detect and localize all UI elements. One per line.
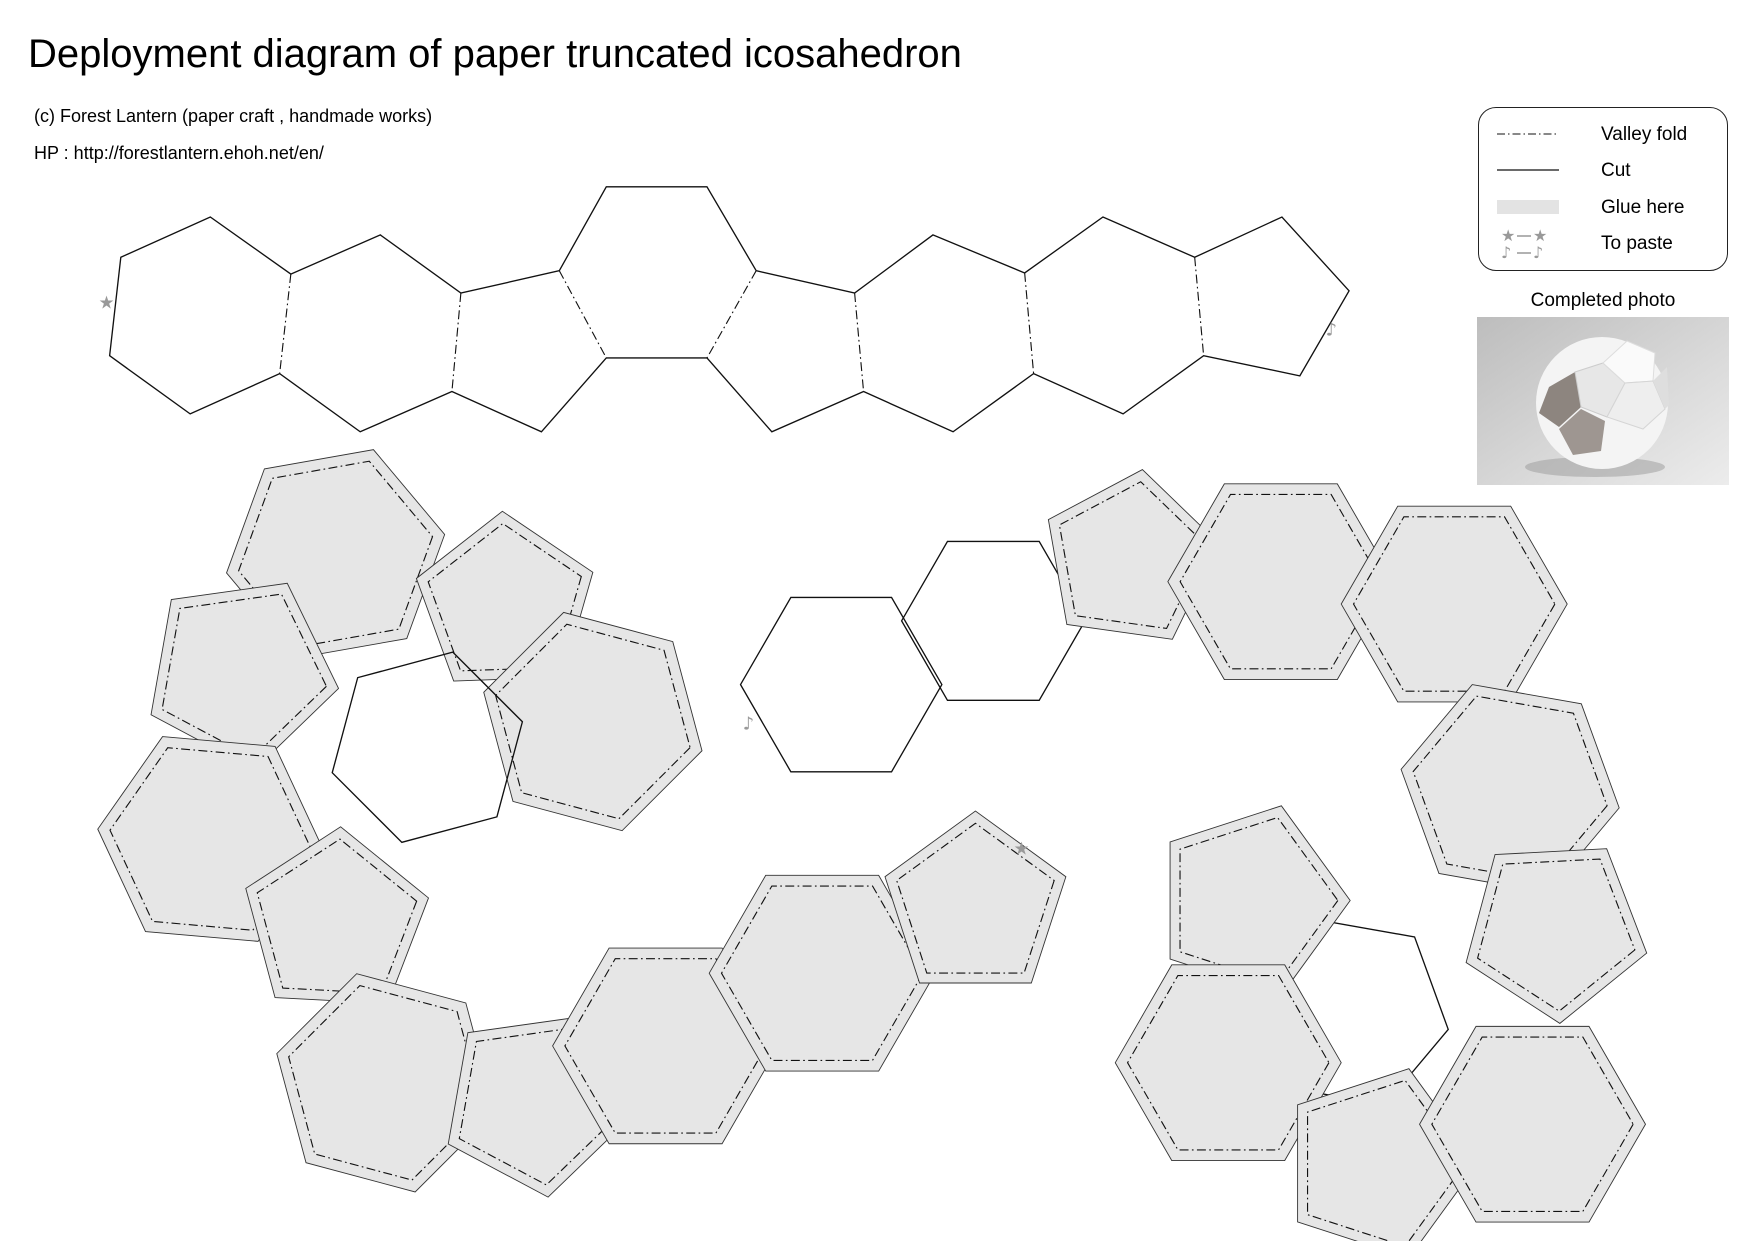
net-face-22 — [1306, 1079, 1467, 1241]
valley-fold-sample — [1497, 133, 1559, 135]
glue-tab-21 — [1114, 964, 1342, 1161]
paste-symbols-sample: ★ ★ ♪ ♪ — [1501, 227, 1547, 261]
legend-paste-label: To paste — [1601, 233, 1673, 254]
glue-tab-18 — [1465, 848, 1648, 1024]
star-icon: ★ — [1501, 227, 1515, 245]
top-strip-fold-3 — [706, 270, 757, 359]
copyright-text: (c) Forest Lantern (paper craft , handma… — [34, 106, 433, 126]
net-face-21 — [1126, 974, 1330, 1151]
net-group: ★♪★♪ — [97, 186, 1648, 1241]
top-strip-fold-2 — [558, 270, 607, 359]
glue-tab-2 — [483, 611, 703, 832]
net-face-12 — [739, 596, 943, 773]
legend-valley-fold: Valley fold — [1497, 122, 1717, 146]
note-icon: ♪ — [1533, 243, 1543, 261]
net-face-18 — [1476, 858, 1636, 1012]
page-title: Deployment diagram of paper truncated ic… — [28, 32, 962, 76]
glue-tab-23 — [1419, 1025, 1647, 1223]
net-face-6 — [331, 651, 524, 844]
top-strip-outline — [108, 186, 1350, 433]
net-face-1 — [427, 522, 582, 672]
net-face-5 — [256, 838, 418, 994]
net-face-7 — [288, 984, 484, 1181]
net-face-23 — [1431, 1036, 1634, 1212]
star-icon: ★ — [1533, 227, 1547, 245]
top-strip-fold-1 — [451, 293, 462, 392]
legend-cut: Cut — [1497, 158, 1717, 182]
net-face-20 — [1179, 816, 1339, 985]
top-strip-fold-0 — [279, 274, 292, 374]
legend-glue-label: Glue here — [1601, 197, 1685, 218]
net-face-15 — [1179, 493, 1383, 670]
glue-tab-9 — [552, 947, 780, 1145]
net-face-4 — [109, 747, 312, 931]
legend-cut-label: Cut — [1601, 160, 1631, 181]
completed-photo-label: Completed photo — [1530, 290, 1676, 311]
net-face-17 — [1412, 695, 1608, 882]
glue-tab-15 — [1167, 483, 1395, 680]
legend: Valley fold Cut Glue here ★ ★ ♪ ♪ To pas… — [1478, 107, 1728, 271]
note-icon: ♪ — [743, 713, 754, 734]
net-face-11 — [896, 822, 1055, 974]
net-face-14 — [1058, 481, 1208, 630]
glue-tab-7 — [276, 973, 496, 1193]
star-icon: ★ — [98, 293, 114, 314]
net-face-13 — [900, 540, 1086, 701]
legend-valley-fold-label: Valley fold — [1601, 124, 1688, 145]
homepage-text: HP : http://forestlantern.ehoh.net/en/ — [34, 143, 324, 163]
legend-paste: ★ ★ ♪ ♪ To paste — [1497, 227, 1717, 261]
cut-line-sample — [1497, 169, 1559, 171]
glue-tab-10 — [708, 874, 936, 1072]
note-icon: ♪ — [1326, 320, 1337, 341]
top-strip-fold-6 — [1194, 257, 1205, 356]
top-strip-fold-4 — [854, 293, 865, 392]
glue-tab-16 — [1340, 505, 1568, 703]
net-face-3 — [161, 593, 328, 759]
note-icon: ♪ — [1501, 243, 1511, 261]
net-face-8 — [458, 1027, 619, 1186]
top-strip-fold-5 — [1024, 272, 1035, 374]
star-icon: ★ — [1013, 839, 1029, 860]
completed-photo — [1477, 317, 1729, 485]
glue-area-sample — [1497, 200, 1559, 214]
net-face-0 — [238, 460, 434, 647]
legend-glue: Glue here — [1497, 195, 1717, 219]
glue-tab-11 — [884, 810, 1067, 984]
